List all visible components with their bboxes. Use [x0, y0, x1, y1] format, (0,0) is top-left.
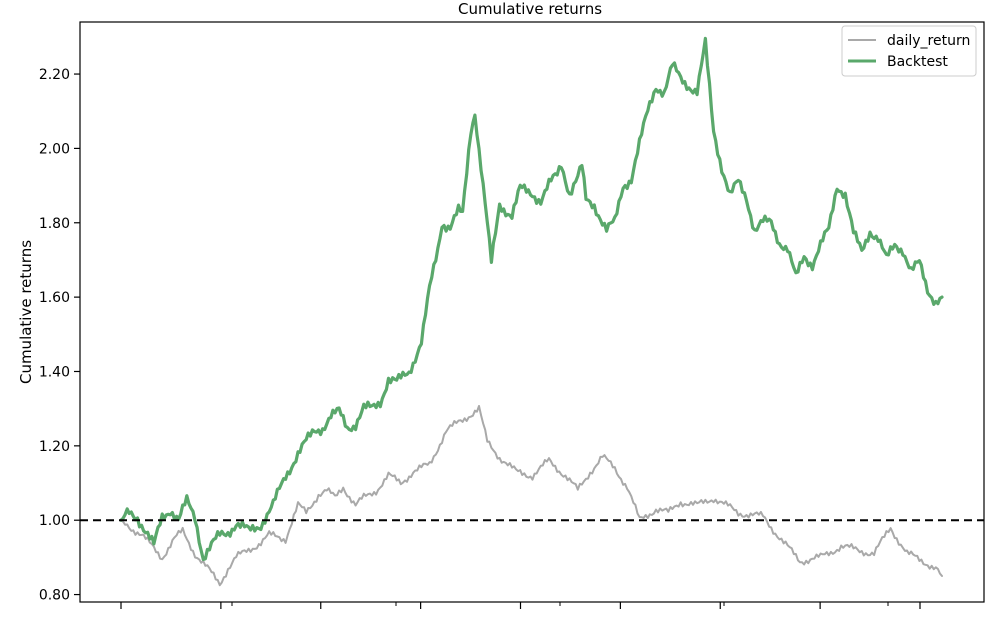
plot-area: [80, 36, 984, 587]
y-tick-label: 2.20: [39, 67, 70, 83]
series-line-backtest: [119, 36, 944, 562]
y-tick-label: 1.40: [39, 364, 70, 380]
legend-box: [841, 25, 977, 77]
series-line-daily-return: [120, 405, 943, 587]
plot-frame: [79, 21, 985, 603]
y-tick-label: 2.00: [39, 141, 70, 157]
legend-label-daily-return: daily_return: [887, 33, 970, 49]
y-tick-label: 1.80: [39, 216, 70, 232]
y-tick-label: 1.60: [39, 290, 70, 306]
series-layer: [119, 36, 944, 587]
x-axis: [120, 602, 921, 609]
chart-title: Cumulative returns: [458, 0, 602, 18]
legend: daily_return Backtest: [841, 25, 977, 77]
legend-label-backtest: Backtest: [887, 54, 948, 70]
y-tick-label: 1.00: [39, 513, 70, 529]
y-axis: 0.80 1.00 1.20 1.40 1.60 1.80 2.00 2.20: [39, 67, 80, 604]
y-tick-label: 0.80: [39, 588, 70, 604]
y-axis-label: Cumulative returns: [17, 240, 35, 384]
y-tick-label: 1.20: [39, 439, 70, 455]
